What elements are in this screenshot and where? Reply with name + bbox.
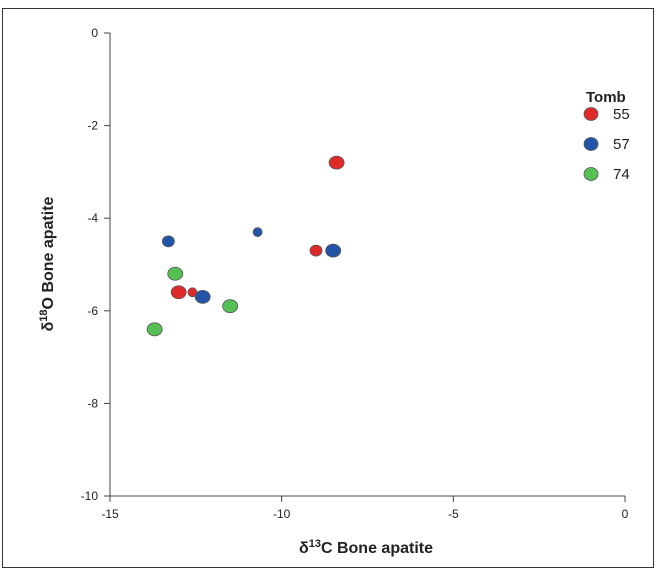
y-tick-label: -4 — [87, 211, 98, 225]
x-tick-label: -5 — [448, 507, 459, 521]
y-tick-label: -6 — [87, 304, 98, 318]
y-tick-label: -10 — [81, 489, 99, 503]
x-axis-title: δ13C Bone apatite — [299, 538, 433, 557]
legend-label-tomb-57: 57 — [613, 136, 630, 153]
legend-marker-tomb-57 — [583, 137, 599, 151]
x-tick-label: 0 — [622, 507, 629, 521]
data-point-tomb-74 — [146, 322, 163, 337]
legend-marker-tomb-74 — [583, 167, 599, 181]
x-tick-label: -15 — [101, 507, 119, 521]
data-point-tomb-57 — [194, 290, 211, 304]
y-axis-title: δ18O Bone apatite — [38, 196, 57, 331]
axes — [109, 33, 625, 497]
data-point-tomb-74 — [167, 266, 184, 281]
ticks: -15 -10 -5 00-2-4-6-8-10 — [81, 26, 629, 521]
data-point-tomb-55 — [309, 244, 323, 257]
legend: Tomb 55 57 74 — [583, 89, 630, 183]
y-tick-label: -8 — [87, 396, 98, 410]
data-point-tomb-57 — [252, 227, 263, 237]
legend-title: Tomb — [586, 89, 626, 106]
data-point-tomb-74 — [222, 299, 239, 314]
chart-frame — [2, 8, 654, 568]
data-point-tomb-57 — [325, 243, 342, 258]
y-tick-label: 0 — [91, 26, 98, 40]
data-point-tomb-55 — [328, 155, 345, 170]
y-tick-label: -2 — [87, 119, 98, 133]
x-tick-label: -10 — [273, 507, 291, 521]
data-point-tomb-55 — [170, 285, 187, 300]
data-points — [146, 155, 345, 337]
legend-marker-tomb-55 — [583, 107, 599, 121]
legend-label-tomb-74: 74 — [613, 166, 630, 183]
legend-label-tomb-55: 55 — [613, 106, 630, 123]
data-point-tomb-57 — [161, 235, 175, 248]
